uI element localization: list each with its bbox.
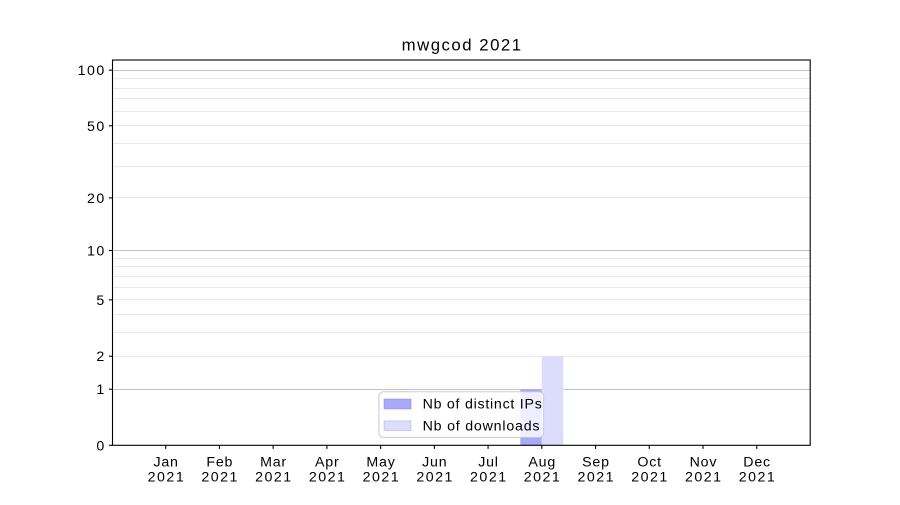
svg-text:0: 0 (96, 438, 105, 454)
svg-text:2021: 2021 (685, 470, 723, 486)
svg-text:2021: 2021 (416, 470, 454, 486)
svg-text:Jan: Jan (153, 454, 178, 470)
svg-text:Nb of distinct IPs: Nb of distinct IPs (423, 397, 543, 413)
svg-text:100: 100 (78, 63, 106, 79)
svg-text:20: 20 (87, 191, 106, 207)
svg-text:Mar: Mar (260, 454, 287, 470)
svg-text:2021: 2021 (148, 470, 186, 486)
svg-text:5: 5 (96, 293, 105, 309)
svg-text:Oct: Oct (637, 454, 661, 470)
svg-text:2: 2 (96, 349, 105, 365)
svg-text:Feb: Feb (206, 454, 233, 470)
svg-text:2021: 2021 (578, 470, 616, 486)
svg-text:May: May (366, 454, 395, 470)
svg-text:2021: 2021 (470, 470, 508, 486)
svg-text:2021: 2021 (739, 470, 777, 486)
svg-text:2021: 2021 (363, 470, 401, 486)
svg-text:Nov: Nov (690, 454, 718, 470)
svg-text:Jul: Jul (478, 454, 499, 470)
svg-text:Apr: Apr (315, 454, 339, 470)
svg-text:Nb of downloads: Nb of downloads (423, 418, 541, 434)
svg-text:2021: 2021 (631, 470, 669, 486)
svg-text:mwgcod 2021: mwgcod 2021 (402, 35, 523, 54)
svg-text:2021: 2021 (255, 470, 293, 486)
svg-text:Sep: Sep (582, 454, 610, 470)
svg-text:2021: 2021 (201, 470, 239, 486)
svg-text:Dec: Dec (743, 454, 771, 470)
svg-text:10: 10 (87, 244, 106, 260)
svg-text:2021: 2021 (309, 470, 347, 486)
svg-text:Aug: Aug (528, 454, 556, 470)
svg-text:Jun: Jun (422, 454, 447, 470)
svg-text:2021: 2021 (524, 470, 562, 486)
svg-text:50: 50 (87, 119, 106, 135)
svg-text:1: 1 (96, 382, 105, 398)
